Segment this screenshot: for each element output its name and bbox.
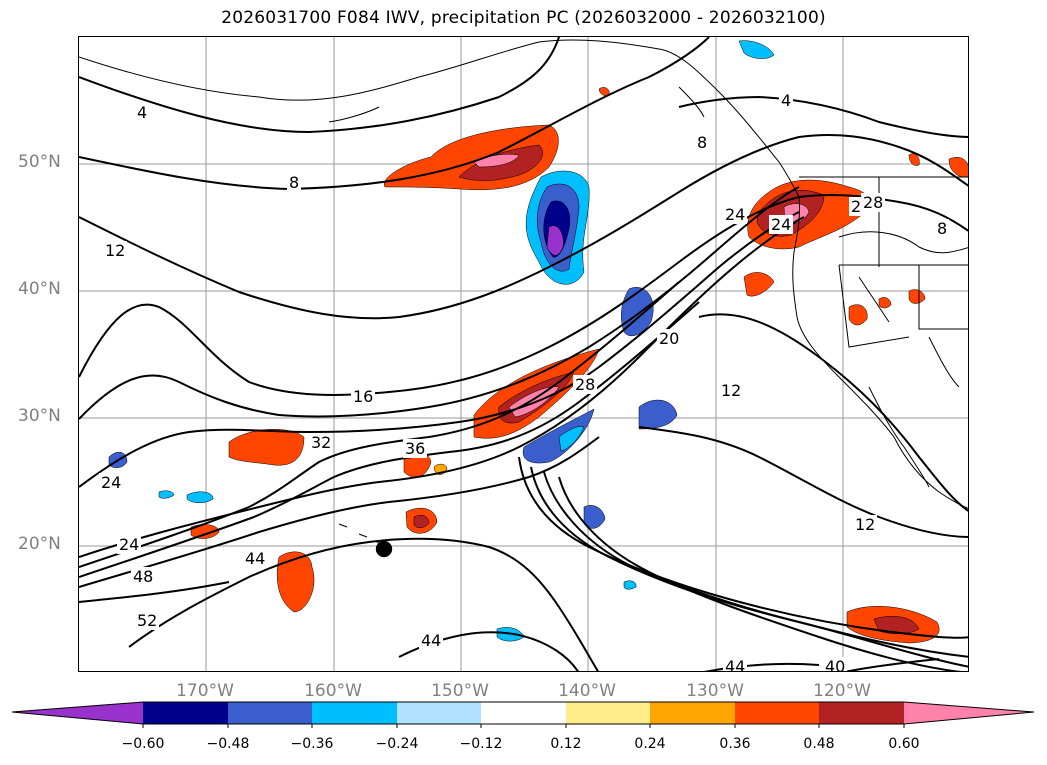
lon-label-130w: 130°W bbox=[686, 681, 744, 701]
lon-label-140w: 140°W bbox=[558, 681, 616, 701]
colorbar-tick-label: 0.12 bbox=[550, 736, 582, 752]
contour-label: 28 bbox=[861, 193, 886, 212]
colorbar-segment bbox=[397, 702, 481, 724]
contour-label: 12 bbox=[853, 515, 878, 534]
contour-label: 28 bbox=[573, 375, 598, 394]
contour-label: 8 bbox=[935, 219, 950, 238]
colorbar-segment bbox=[143, 702, 228, 724]
lon-label-120w: 120°W bbox=[813, 681, 871, 701]
colorbar-segment bbox=[650, 702, 735, 724]
map-panel[interactable]: 4 4 8 8 8 12 12 12 16 20 20 24 24 24 24 … bbox=[78, 36, 969, 672]
iwv-contours bbox=[79, 37, 968, 671]
contour-label: 24 bbox=[769, 215, 794, 234]
lat-label-20n: 20°N bbox=[18, 534, 61, 554]
contour-label: 44 bbox=[419, 631, 444, 650]
contour-label: 44 bbox=[723, 657, 748, 671]
contour-label: 8 bbox=[695, 133, 710, 152]
contour-label: 20 bbox=[657, 329, 682, 348]
colorbar-segment bbox=[312, 702, 397, 724]
inland-contours bbox=[838, 231, 968, 388]
lat-label-50n: 50°N bbox=[18, 152, 61, 172]
lat-label-40n: 40°N bbox=[18, 279, 61, 299]
colorbar-segment bbox=[566, 702, 650, 724]
colorbar-tick-label: −0.12 bbox=[459, 736, 503, 752]
contour-label: 12 bbox=[719, 381, 744, 400]
colorbar-tick-label: 0.24 bbox=[634, 736, 666, 752]
colorbar-segment bbox=[481, 702, 566, 724]
contour-label: 16 bbox=[351, 387, 376, 406]
contour-label: 40 bbox=[823, 657, 848, 671]
contour-label: 48 bbox=[131, 567, 156, 586]
colorbar-tick-label: 0.48 bbox=[803, 736, 835, 752]
lat-label-30n: 30°N bbox=[18, 406, 61, 426]
map-title: 2026031700 F084 IWV, precipitation PC (2… bbox=[221, 8, 826, 28]
colorbar-segment bbox=[735, 702, 819, 724]
colorbar-segment bbox=[228, 702, 312, 724]
colorbar-tick-label: −0.60 bbox=[121, 736, 165, 752]
coastlines bbox=[79, 39, 968, 548]
contour-labels: 4 4 8 8 8 12 12 12 16 20 20 24 24 24 24 … bbox=[79, 37, 968, 671]
contour-label: 4 bbox=[135, 103, 150, 122]
contour-label: 8 bbox=[287, 173, 302, 192]
colorbar-tick-label: −0.36 bbox=[290, 736, 334, 752]
contour-label: 44 bbox=[243, 549, 268, 568]
colorbar-segment bbox=[12, 702, 143, 724]
contour-label: 4 bbox=[779, 91, 794, 110]
contour-label: 12 bbox=[103, 241, 128, 260]
colorbar bbox=[11, 701, 1035, 728]
colorbar-tick-label: 0.60 bbox=[888, 736, 920, 752]
colorbar-tick-label: −0.24 bbox=[375, 736, 419, 752]
lon-label-150w: 150°W bbox=[431, 681, 489, 701]
contour-label: 36 bbox=[403, 439, 428, 458]
colorbar-segment bbox=[904, 702, 1034, 724]
contour-label: 52 bbox=[135, 611, 160, 630]
contour-label: 24 bbox=[99, 473, 124, 492]
lon-label-160w: 160°W bbox=[304, 681, 362, 701]
contour-label: 32 bbox=[309, 433, 334, 452]
colorbar-tick-label: 0.36 bbox=[719, 736, 751, 752]
colorbar-tick-label: −0.48 bbox=[206, 736, 250, 752]
contour-label: 24 bbox=[117, 535, 142, 554]
lon-label-170w: 170°W bbox=[176, 681, 234, 701]
contour-label: 24 bbox=[723, 205, 748, 224]
colorbar-segment bbox=[819, 702, 904, 724]
